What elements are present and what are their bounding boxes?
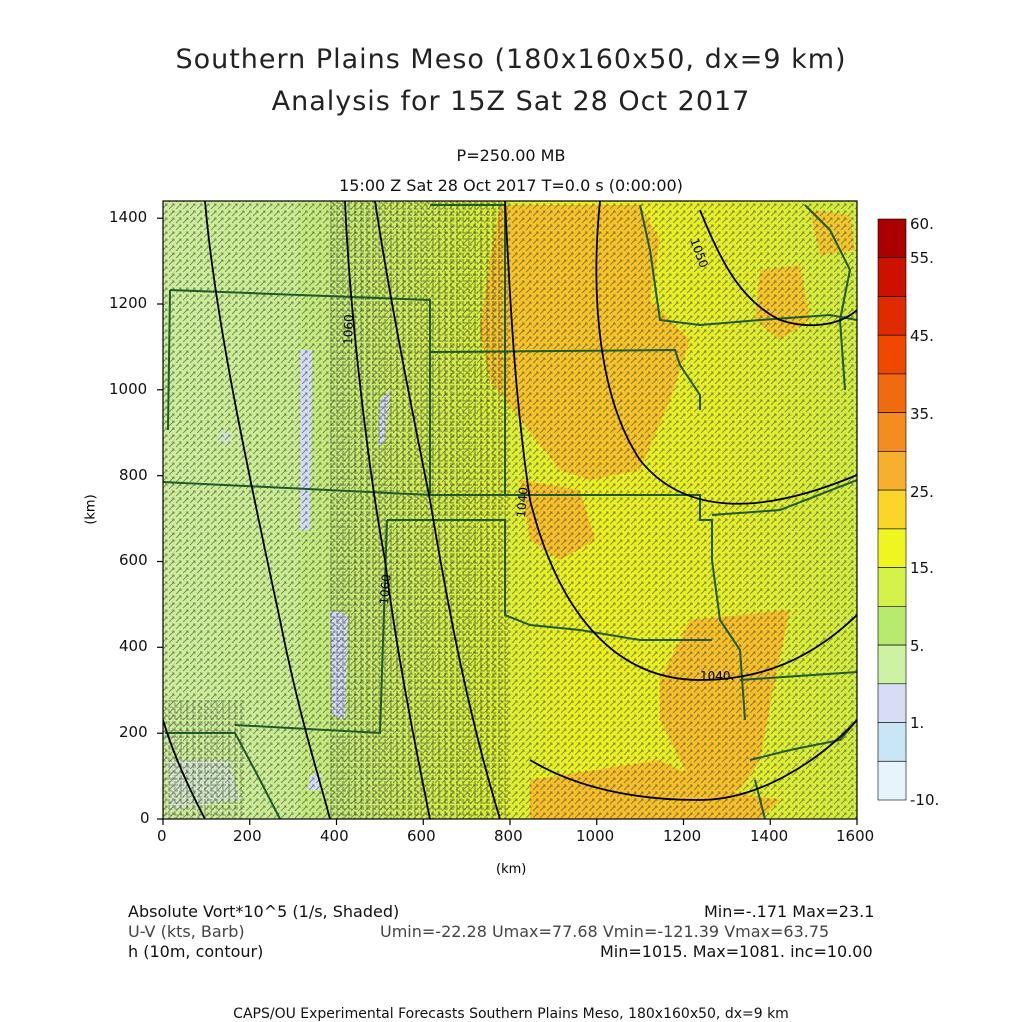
x-axis-label: (km) (496, 862, 527, 877)
contour-label: 1060 (377, 574, 394, 606)
colorbar-label: 1. (910, 714, 925, 732)
colorbar-swatch (877, 412, 907, 452)
y-tick-label: 0 (140, 809, 150, 827)
contour-label: 1040. (700, 669, 734, 683)
legend-field3: h (10m, contour) (128, 942, 264, 961)
x-tick-label: 600 (407, 827, 436, 845)
footer-credit: CAPS/OU Experimental Forecasts Southern … (233, 1006, 789, 1022)
legend-field3-stats: Min=1015. Max=1081. inc=10.00 (600, 942, 873, 961)
colorbar-swatch (877, 296, 907, 336)
colorbar-label: 60. (910, 215, 934, 233)
colorbar-label: 15. (910, 559, 934, 577)
colorbar-swatch (877, 760, 907, 801)
legend-field2: U-V (kts, Barb) (128, 922, 245, 941)
state-boundaries (163, 204, 857, 819)
x-tick-label: 800 (494, 827, 523, 845)
colorbar-swatch (877, 644, 907, 685)
axis-ticks (157, 217, 858, 825)
contour-label: 1060. (341, 310, 356, 345)
colorbar-swatch (877, 334, 907, 375)
x-tick-label: 1600 (836, 827, 875, 845)
colorbar-swatch (877, 722, 907, 762)
legend-field2-stats: Umin=-22.28 Umax=77.68 Vmin=-121.39 Vmax… (380, 922, 830, 941)
x-tick-label: 1400 (750, 827, 789, 845)
contour-label: 1040. (514, 483, 531, 518)
colorbar-swatch (877, 218, 907, 259)
colorbar-swatch (877, 683, 907, 723)
y-tick-label: 1200 (109, 294, 148, 312)
colorbar-label: -10. (910, 791, 940, 809)
colorbar-swatch (877, 528, 907, 568)
y-tick-label: 400 (119, 637, 148, 655)
y-tick-label: 800 (119, 466, 148, 484)
colorbar-swatch (877, 257, 907, 297)
x-tick-label: 400 (320, 827, 349, 845)
x-tick-label: 1000 (576, 827, 615, 845)
colorbar-swatch (877, 451, 907, 491)
y-tick-label: 1400 (109, 208, 148, 226)
height-contours (163, 201, 857, 819)
x-tick-label: 1200 (663, 827, 702, 845)
valid-time: 15:00 Z Sat 28 Oct 2017 T=0.0 s (0:00:00… (339, 176, 683, 195)
y-axis-label: (km) (83, 494, 99, 525)
x-tick-label: 0 (157, 827, 167, 845)
colorbar-label: 5. (910, 637, 925, 655)
colorbar-label: 35. (910, 405, 934, 423)
colorbar-swatch (877, 605, 907, 646)
colorbar-swatch (877, 489, 907, 530)
colorbar-swatch (877, 373, 907, 413)
legend-field1-stats: Min=-.171 Max=23.1 (704, 902, 875, 921)
colorbar-label: 55. (910, 249, 934, 267)
y-tick-label: 1000 (109, 380, 148, 398)
x-tick-label: 200 (233, 827, 262, 845)
colorbar-label: 45. (910, 327, 934, 345)
pressure-level: P=250.00 MB (456, 146, 566, 165)
plot-title-line1: Southern Plains Meso (180x160x50, dx=9 k… (175, 44, 847, 75)
legend-field1: Absolute Vort*10^5 (1/s, Shaded) (128, 902, 400, 921)
plot-title-line2: Analysis for 15Z Sat 28 Oct 2017 (271, 86, 751, 117)
colorbar (877, 218, 907, 801)
y-tick-label: 600 (119, 551, 148, 569)
colorbar-label: 25. (910, 483, 934, 501)
colorbar-swatch (877, 567, 907, 607)
y-tick-label: 200 (119, 723, 148, 741)
